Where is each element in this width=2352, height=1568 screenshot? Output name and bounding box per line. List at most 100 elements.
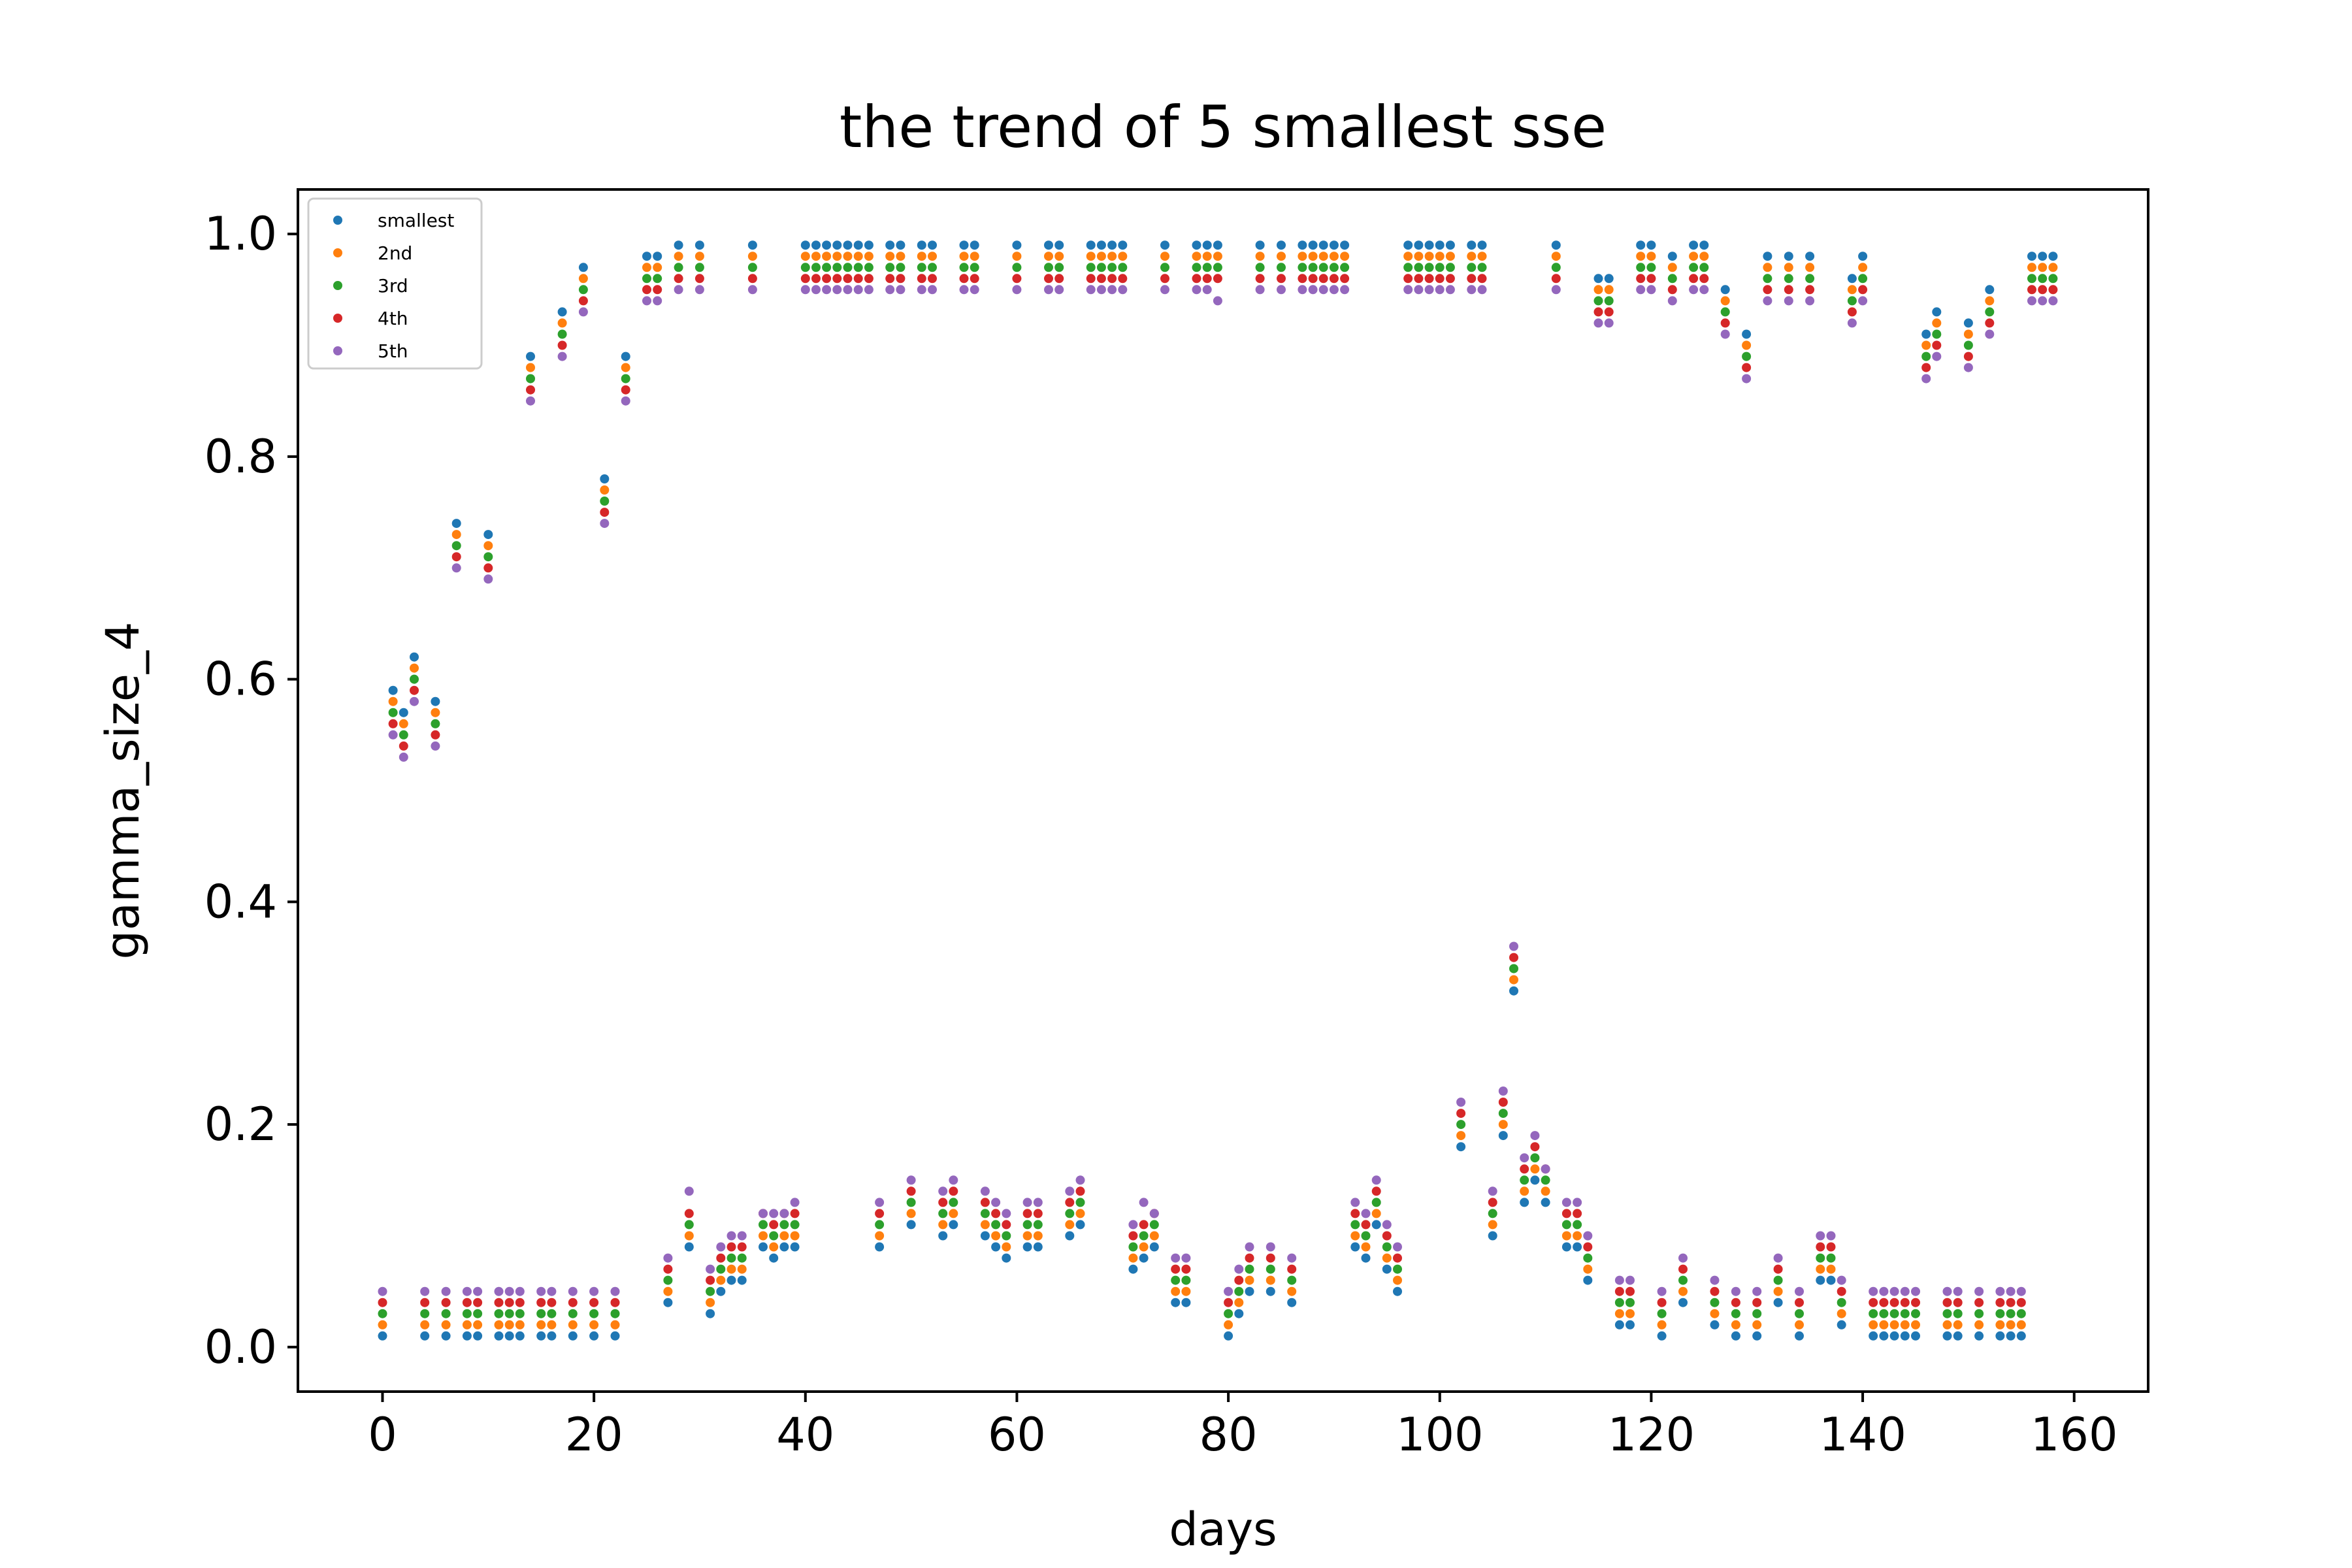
data-point [832, 274, 842, 284]
data-point [483, 574, 493, 584]
data-point [1879, 1298, 1889, 1307]
data-point [1488, 1231, 1497, 1241]
data-point [410, 685, 419, 695]
data-point [1530, 1164, 1540, 1174]
data-point [1921, 351, 1931, 361]
data-point [526, 385, 535, 395]
data-point [1795, 1286, 1804, 1296]
data-point [938, 1220, 948, 1230]
data-point [1224, 1331, 1233, 1341]
data-point [1065, 1220, 1075, 1230]
data-point [1044, 263, 1053, 272]
data-point [557, 307, 567, 317]
data-point [1340, 240, 1350, 250]
data-point [515, 1286, 525, 1296]
data-point [1033, 1220, 1043, 1230]
data-point [431, 741, 440, 751]
x-tick-label: 120 [1608, 1408, 1695, 1462]
data-point [1879, 1320, 1889, 1330]
data-point [1277, 240, 1286, 250]
data-point [1889, 1286, 1899, 1296]
data-point [1350, 1198, 1360, 1207]
data-point [1245, 1286, 1254, 1296]
data-point [600, 485, 610, 495]
data-point [1477, 240, 1487, 250]
data-point [1118, 252, 1128, 261]
data-point [610, 1309, 620, 1318]
legend-marker [333, 216, 342, 225]
data-point [1298, 263, 1307, 272]
data-point [706, 1298, 715, 1307]
chart-title: the trend of 5 smallest sse [840, 93, 1607, 161]
x-tick-label: 40 [776, 1408, 834, 1462]
data-point [1456, 1098, 1466, 1107]
data-point [1879, 1286, 1889, 1296]
data-point [1985, 296, 1995, 306]
data-point [917, 285, 926, 295]
data-point [494, 1286, 504, 1296]
data-point [1086, 285, 1096, 295]
data-point [1192, 252, 1201, 261]
data-point [1255, 263, 1265, 272]
x-tick-label: 0 [368, 1408, 397, 1462]
data-point [1445, 263, 1455, 272]
data-point [1689, 240, 1699, 250]
data-point [843, 240, 853, 250]
data-point [747, 285, 757, 295]
data-point [779, 1209, 789, 1218]
data-point [896, 285, 906, 295]
data-point [1942, 1298, 1952, 1307]
data-point [1329, 252, 1339, 261]
data-point [769, 1253, 779, 1263]
data-point [906, 1186, 916, 1196]
data-point [1022, 1209, 1032, 1218]
data-point [1520, 1198, 1529, 1207]
data-point [1995, 1286, 2005, 1296]
data-point [378, 1331, 387, 1341]
data-point [2027, 285, 2036, 295]
data-point [684, 1231, 694, 1241]
data-point [822, 274, 832, 284]
data-point [1667, 296, 1677, 306]
data-point [1974, 1331, 1984, 1341]
data-point [759, 1209, 768, 1218]
data-point [1763, 252, 1772, 261]
data-point [1277, 263, 1286, 272]
data-point [1171, 1253, 1181, 1263]
data-point [1889, 1309, 1899, 1318]
data-point [1329, 285, 1339, 295]
data-point [1858, 296, 1868, 306]
data-point [431, 696, 440, 706]
data-point [610, 1298, 620, 1307]
data-point [483, 530, 493, 540]
data-point [1985, 329, 1995, 339]
data-point [949, 1209, 958, 1218]
data-point [1245, 1253, 1254, 1263]
data-point [1435, 252, 1445, 261]
data-point [1826, 1275, 1836, 1285]
data-point [790, 1209, 800, 1218]
data-point [759, 1220, 768, 1230]
data-point [1149, 1209, 1159, 1218]
data-point [1171, 1264, 1181, 1274]
data-point [980, 1198, 990, 1207]
data-point [1816, 1253, 1825, 1263]
data-point [716, 1264, 726, 1274]
data-point [1646, 274, 1656, 284]
data-point [843, 252, 853, 261]
data-point [1329, 240, 1339, 250]
data-point [1160, 274, 1169, 284]
data-point [431, 730, 440, 740]
data-point [1974, 1309, 1984, 1318]
data-point [917, 252, 926, 261]
data-point [885, 285, 895, 295]
data-point [451, 530, 461, 540]
data-point [906, 1209, 916, 1218]
data-point [2016, 1309, 2026, 1318]
data-point [1371, 1175, 1381, 1185]
data-point [1424, 240, 1434, 250]
data-point [1477, 263, 1487, 272]
data-point [1963, 351, 1973, 361]
data-point [1403, 274, 1413, 284]
